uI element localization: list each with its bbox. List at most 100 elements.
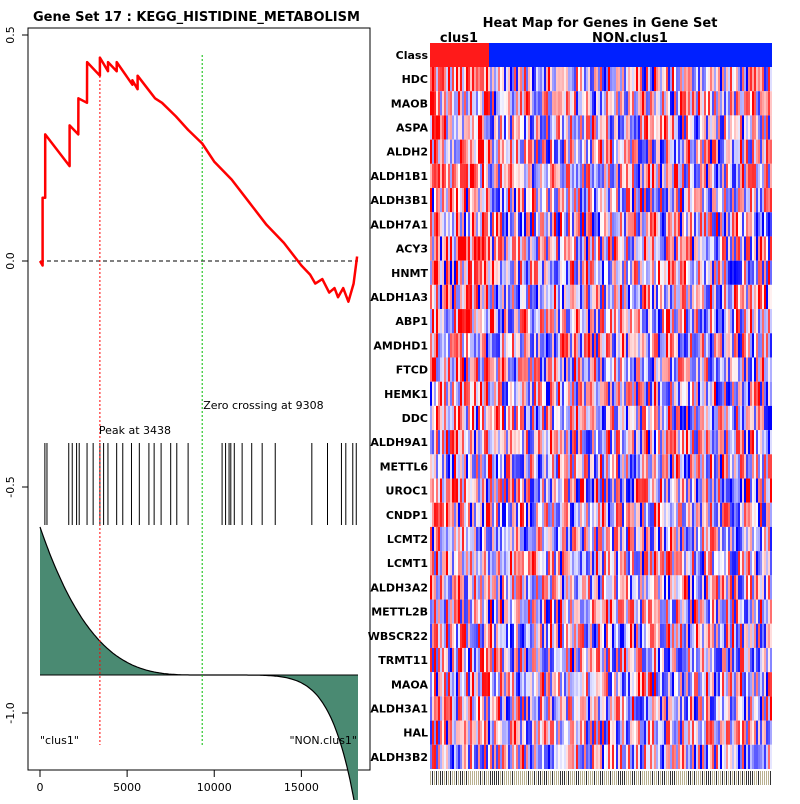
heatmap-cell [578,67,580,91]
heatmap-cell [672,624,674,648]
heatmap-cell [594,600,596,624]
heatmap-cell [524,382,526,406]
heatmap-cell [548,67,550,91]
heatmap-cell [638,575,640,599]
heatmap-cell [760,600,762,624]
heatmap-cell [714,479,716,503]
heatmap-cell [680,575,682,599]
heatmap-cell [450,527,452,551]
heatmap-cell [672,285,674,309]
heatmap-cell [692,430,694,454]
heatmap-cell [486,212,488,236]
heatmap-cell [466,140,468,164]
heatmap-cell [770,672,772,696]
heatmap-cell [528,382,530,406]
heatmap-cell [632,551,634,575]
heatmap-cell [614,454,616,478]
heatmap-cell [454,406,456,430]
heatmap-cell [714,333,716,357]
heatmap-cell [526,382,528,406]
heatmap-cell [532,91,534,115]
heatmap-cell [592,357,594,381]
heatmap-cell [528,575,530,599]
heatmap-cell [520,624,522,648]
heatmap-cell [672,721,674,745]
heatmap-cell [480,648,482,672]
heatmap-cell [670,188,672,212]
heatmap-cell [600,67,602,91]
heatmap-cell [624,575,626,599]
heatmap-cell [734,115,736,139]
heatmap-cell [710,479,712,503]
heatmap-cell [602,600,604,624]
heatmap-cell [450,551,452,575]
heatmap-cell [466,67,468,91]
heatmap-cell [516,285,518,309]
heatmap-cell [554,309,556,333]
heatmap-cell [458,721,460,745]
heatmap-cell [452,357,454,381]
heatmap-cell [652,285,654,309]
heatmap-cell [746,430,748,454]
heatmap-cell [628,309,630,333]
heatmap-cell [586,406,588,430]
heatmap-cell [528,503,530,527]
heatmap-cell [482,624,484,648]
heatmap-cell [582,454,584,478]
heatmap-cell [748,600,750,624]
heatmap-cell [754,406,756,430]
heatmap-cell [626,721,628,745]
heatmap-cell [572,527,574,551]
heatmap-cell [554,479,556,503]
heatmap-cell [574,600,576,624]
heatmap-cell [508,527,510,551]
heatmap-cell [464,188,466,212]
heatmap-cell [758,357,760,381]
heatmap-cell [766,382,768,406]
heatmap-cell [474,430,476,454]
heatmap-cell [556,672,558,696]
heatmap-cell [484,527,486,551]
heatmap-cell [464,285,466,309]
heatmap-cell [572,430,574,454]
heatmap-cell [516,188,518,212]
heatmap-cell [566,430,568,454]
heatmap-cell [472,91,474,115]
heatmap-cell [542,600,544,624]
heatmap-cell [696,503,698,527]
heatmap-cell [620,140,622,164]
heatmap-cell [522,115,524,139]
heatmap-cell [762,164,764,188]
heatmap-cell [592,333,594,357]
heatmap-cell [574,140,576,164]
heatmap-cell [678,575,680,599]
heatmap-cell [688,285,690,309]
heatmap-cell [724,261,726,285]
heatmap-cell [660,551,662,575]
heatmap-cell [534,648,536,672]
heatmap-cell [752,648,754,672]
heatmap-cell [492,527,494,551]
heatmap-cell [500,479,502,503]
heatmap-cell [556,503,558,527]
heatmap-cell [572,67,574,91]
heatmap-cell [472,503,474,527]
heatmap-cell [672,575,674,599]
heatmap-cell [582,672,584,696]
heatmap-cell [760,575,762,599]
heatmap-cell [510,188,512,212]
heatmap-cell [472,406,474,430]
heatmap-cell [548,212,550,236]
heatmap-cell [604,600,606,624]
heatmap-cell [436,188,438,212]
heatmap-cell [436,721,438,745]
heatmap-cell [536,67,538,91]
heatmap-cell [590,575,592,599]
heatmap-cell [572,624,574,648]
heatmap-cell [752,188,754,212]
heatmap-cell [666,164,668,188]
heatmap-cell [682,503,684,527]
heatmap-cell [550,696,552,720]
heatmap-cell [620,575,622,599]
heatmap-cell [550,382,552,406]
